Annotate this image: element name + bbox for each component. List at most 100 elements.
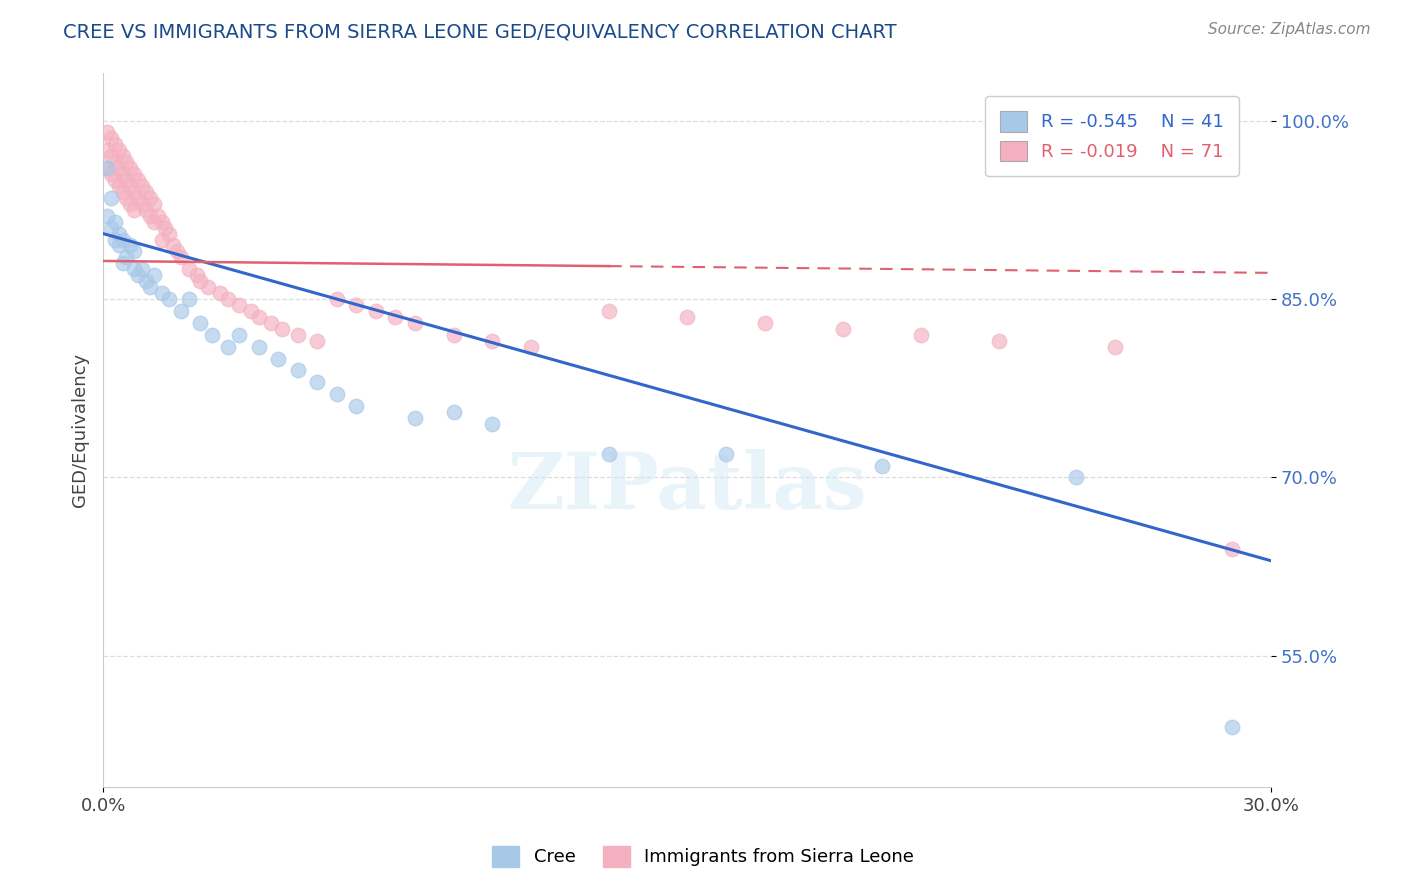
Point bbox=[325, 387, 347, 401]
Point bbox=[190, 316, 212, 330]
Point bbox=[131, 179, 153, 194]
Point bbox=[100, 131, 122, 145]
Point bbox=[325, 292, 347, 306]
Point bbox=[96, 161, 118, 176]
Point bbox=[201, 327, 224, 342]
Point bbox=[157, 292, 180, 306]
Point bbox=[217, 292, 239, 306]
Point bbox=[170, 251, 193, 265]
Point bbox=[364, 304, 387, 318]
Point bbox=[115, 191, 138, 205]
Point bbox=[96, 126, 118, 140]
Point bbox=[287, 327, 309, 342]
Point bbox=[142, 215, 165, 229]
Point bbox=[155, 220, 177, 235]
Point bbox=[127, 173, 149, 187]
Point bbox=[404, 316, 426, 330]
Point bbox=[598, 447, 620, 461]
Point bbox=[870, 458, 893, 473]
Point bbox=[124, 202, 146, 217]
Point bbox=[120, 197, 142, 211]
Point bbox=[344, 298, 367, 312]
Point bbox=[104, 173, 127, 187]
Point bbox=[1220, 541, 1243, 556]
Point bbox=[100, 191, 122, 205]
Point bbox=[142, 268, 165, 283]
Point bbox=[146, 209, 169, 223]
Point bbox=[139, 209, 162, 223]
Point bbox=[107, 144, 129, 158]
Point bbox=[287, 363, 309, 377]
Point bbox=[111, 256, 134, 270]
Point bbox=[96, 144, 118, 158]
Point bbox=[910, 327, 932, 342]
Point bbox=[124, 167, 146, 181]
Point bbox=[714, 447, 737, 461]
Point bbox=[598, 304, 620, 318]
Point bbox=[107, 161, 129, 176]
Point bbox=[217, 340, 239, 354]
Point bbox=[115, 155, 138, 169]
Point bbox=[676, 310, 699, 324]
Point bbox=[100, 149, 122, 163]
Point bbox=[115, 251, 138, 265]
Point bbox=[104, 155, 127, 169]
Point bbox=[111, 233, 134, 247]
Point bbox=[115, 173, 138, 187]
Point bbox=[190, 274, 212, 288]
Text: Source: ZipAtlas.com: Source: ZipAtlas.com bbox=[1208, 22, 1371, 37]
Point bbox=[162, 238, 184, 252]
Point bbox=[344, 399, 367, 413]
Point bbox=[177, 262, 200, 277]
Point bbox=[131, 262, 153, 277]
Point bbox=[139, 191, 162, 205]
Point bbox=[384, 310, 406, 324]
Point bbox=[150, 286, 173, 301]
Point bbox=[208, 286, 231, 301]
Point bbox=[120, 238, 142, 252]
Point bbox=[157, 227, 180, 241]
Point bbox=[107, 179, 129, 194]
Point bbox=[247, 310, 270, 324]
Point bbox=[170, 304, 193, 318]
Point bbox=[111, 185, 134, 199]
Point bbox=[104, 215, 127, 229]
Text: ZIPatlas: ZIPatlas bbox=[508, 449, 868, 525]
Point bbox=[166, 244, 188, 259]
Point bbox=[135, 274, 157, 288]
Point bbox=[197, 280, 219, 294]
Y-axis label: GED/Equivalency: GED/Equivalency bbox=[72, 353, 89, 507]
Point bbox=[1220, 720, 1243, 734]
Point bbox=[127, 268, 149, 283]
Point bbox=[481, 334, 503, 348]
Point bbox=[120, 179, 142, 194]
Point bbox=[259, 316, 281, 330]
Point bbox=[124, 262, 146, 277]
Point bbox=[150, 233, 173, 247]
Point bbox=[100, 220, 122, 235]
Point bbox=[120, 161, 142, 176]
Point bbox=[124, 244, 146, 259]
Point bbox=[186, 268, 208, 283]
Point bbox=[1066, 470, 1088, 484]
Point bbox=[96, 161, 118, 176]
Point bbox=[150, 215, 173, 229]
Point bbox=[124, 185, 146, 199]
Point bbox=[107, 238, 129, 252]
Point bbox=[307, 334, 329, 348]
Point bbox=[135, 185, 157, 199]
Point bbox=[142, 197, 165, 211]
Point bbox=[177, 292, 200, 306]
Point bbox=[127, 191, 149, 205]
Point bbox=[271, 322, 294, 336]
Text: CREE VS IMMIGRANTS FROM SIERRA LEONE GED/EQUIVALENCY CORRELATION CHART: CREE VS IMMIGRANTS FROM SIERRA LEONE GED… bbox=[63, 22, 897, 41]
Legend: R = -0.545    N = 41, R = -0.019    N = 71: R = -0.545 N = 41, R = -0.019 N = 71 bbox=[986, 96, 1239, 176]
Point bbox=[111, 149, 134, 163]
Point bbox=[107, 227, 129, 241]
Point bbox=[228, 298, 250, 312]
Point bbox=[754, 316, 776, 330]
Point bbox=[104, 233, 127, 247]
Point bbox=[443, 327, 465, 342]
Point bbox=[240, 304, 263, 318]
Point bbox=[307, 376, 329, 390]
